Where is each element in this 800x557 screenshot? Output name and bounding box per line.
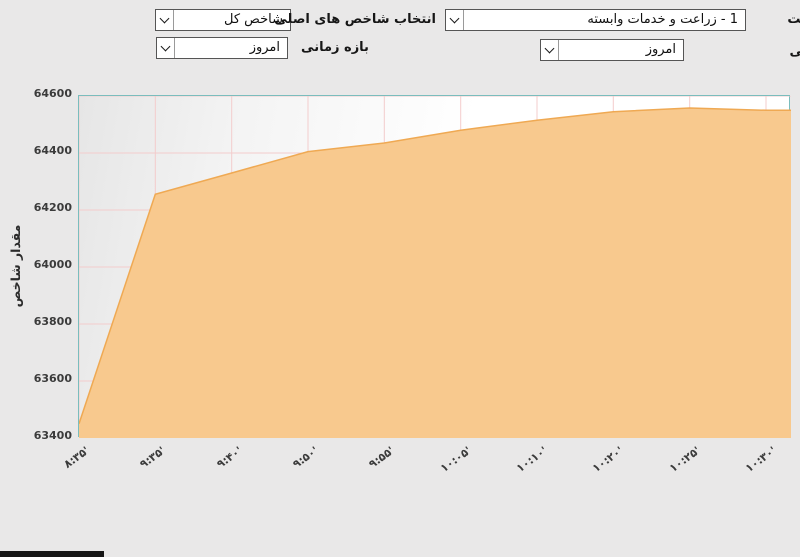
industry-time-select[interactable]: امروز	[540, 39, 684, 61]
chevron-down-icon	[446, 10, 464, 30]
x-axis-tick-label: ۹:۴۰'	[214, 444, 245, 471]
industry-select[interactable]: 1 - زراعت و خدمات وابسته	[445, 9, 746, 31]
main-index-select-value: شاخص کل	[224, 12, 283, 27]
x-axis-tick-label: ۱۰:۱۰'	[513, 444, 550, 475]
x-axis-tick-label: ۸:۳۵'	[61, 444, 92, 471]
y-axis-tick-label: 63400	[33, 429, 72, 442]
x-axis-tick-label: ۹:۵۰'	[290, 444, 321, 471]
y-axis-tick-label: 64600	[33, 87, 72, 100]
x-axis-tick-label: ۱۰:۳۰'	[742, 444, 779, 475]
y-axis-tick-label: 64200	[33, 201, 72, 214]
main-index-select[interactable]: شاخص کل	[155, 9, 291, 31]
x-axis-tick-label: ۱۰:۰۵'	[437, 444, 474, 475]
bottom-edge-fragment	[0, 551, 104, 557]
chevron-down-icon	[157, 38, 175, 58]
industry-time-select-value: امروز	[645, 42, 676, 57]
time-range-label: بازه زمانی	[301, 40, 369, 55]
time-range-select-value: امروز	[249, 40, 280, 55]
chevron-down-icon	[156, 10, 174, 30]
time-range-select[interactable]: امروز	[156, 37, 288, 59]
x-axis-tick-label: ۹:۳۵'	[137, 444, 168, 471]
y-axis-tick-label: 63600	[33, 372, 72, 385]
x-axis-tick-label: ۱۰:۲۰'	[590, 444, 626, 475]
industry-select-value: 1 - زراعت و خدمات وابسته	[587, 12, 738, 27]
x-axis-tick-label: ۱۰:۲۵'	[666, 444, 703, 475]
y-axis-tick-label: 63800	[33, 315, 72, 328]
y-axis-title: مقدار شاخص	[8, 224, 23, 308]
index-area-chart	[78, 95, 791, 438]
chevron-down-icon	[541, 40, 559, 60]
index-select-label: انتخاب شاخص های اصلی	[274, 12, 436, 27]
industry-label-fragment: عت	[787, 12, 800, 27]
y-axis-tick-label: 64400	[33, 144, 72, 157]
y-axis-tick-label: 64000	[33, 258, 72, 271]
time-label-fragment: انی	[789, 44, 800, 59]
x-axis-tick-label: ۹:۵۵'	[366, 444, 397, 471]
